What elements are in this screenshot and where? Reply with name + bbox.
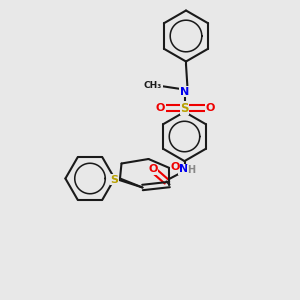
Text: H: H <box>187 165 195 175</box>
Text: O: O <box>170 162 179 172</box>
Text: O: O <box>156 103 165 113</box>
Text: S: S <box>111 175 119 184</box>
Text: S: S <box>180 101 189 115</box>
Text: N: N <box>179 164 188 175</box>
Text: O: O <box>148 164 158 174</box>
Text: N: N <box>180 86 189 97</box>
Text: O: O <box>205 103 215 113</box>
Text: CH₃: CH₃ <box>144 81 162 90</box>
